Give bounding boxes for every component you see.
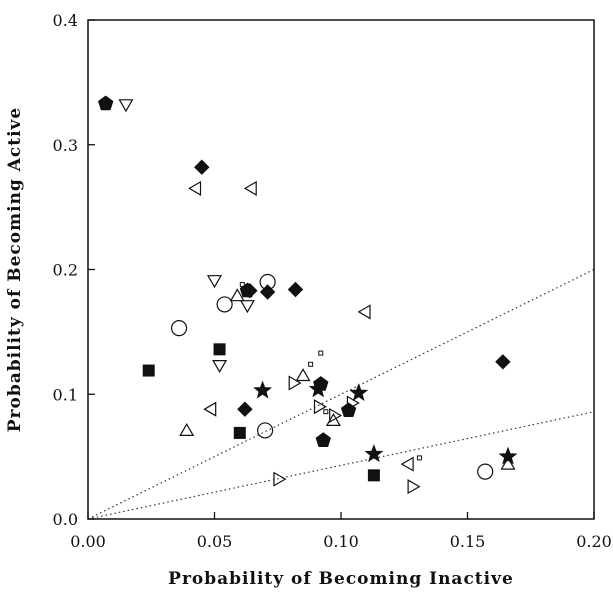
data-point-open-triangle-down xyxy=(212,360,228,373)
data-point-open-triangle-up xyxy=(295,368,311,382)
data-point-filled-star xyxy=(349,383,369,402)
data-point-open-triangle-right xyxy=(329,407,343,424)
data-point-open-triangle-up xyxy=(500,456,516,470)
x-axis-title: Probability of Becoming Inactive xyxy=(168,569,514,589)
x-tick-label: 0.05 xyxy=(197,532,233,551)
x-axis-ticks: 0.00 0.05 0.10 0.15 0.20 xyxy=(70,512,612,551)
data-point-filled-star xyxy=(498,446,518,465)
data-point-filled-diamond xyxy=(194,159,210,175)
data-points xyxy=(98,95,518,495)
data-point-filled-pentagon xyxy=(340,402,357,417)
y-tick-label: 0.2 xyxy=(53,261,78,280)
x-tick-label: 0.20 xyxy=(576,532,612,551)
data-point-small-open-square xyxy=(416,455,422,461)
data-point-open-triangle-left xyxy=(400,456,414,472)
data-point-filled-diamond xyxy=(242,282,258,299)
y-axis-title: Probability of Becoming Active xyxy=(5,107,25,433)
data-point-filled-square xyxy=(213,343,226,356)
data-point-filled-pentagon xyxy=(98,95,114,111)
data-point-filled-diamond xyxy=(237,401,253,417)
x-tick-label: 0.00 xyxy=(70,532,106,551)
data-point-open-triangle-left xyxy=(243,180,257,196)
data-point-open-triangle-up xyxy=(179,423,195,436)
data-point-open-circle xyxy=(216,296,233,313)
data-point-filled-star xyxy=(253,380,273,399)
x-tick-label: 0.15 xyxy=(450,532,486,551)
data-point-open-triangle-up xyxy=(229,288,245,302)
data-point-small-open-square xyxy=(308,361,314,367)
data-point-open-triangle-left xyxy=(357,304,371,320)
data-point-open-circle xyxy=(477,463,494,480)
data-point-open-triangle-left xyxy=(188,180,202,196)
data-point-open-triangle-left xyxy=(203,401,217,417)
data-point-filled-square xyxy=(367,469,380,482)
y-tick-label: 0.0 xyxy=(53,510,78,529)
data-point-filled-square xyxy=(142,364,155,377)
y-axis-ticks: 0.0 0.1 0.2 0.3 0.4 xyxy=(53,11,95,529)
data-point-open-circle xyxy=(257,422,274,439)
y-tick-label: 0.1 xyxy=(53,385,78,404)
data-point-small-open-square xyxy=(323,409,329,415)
data-point-filled-diamond xyxy=(287,281,304,298)
data-point-open-triangle-right xyxy=(273,471,287,487)
data-point-filled-pentagon xyxy=(315,432,331,447)
data-point-open-circle xyxy=(259,273,276,291)
data-point-filled-square xyxy=(233,426,246,439)
data-point-filled-star xyxy=(364,444,384,463)
data-point-small-open-square xyxy=(318,350,324,356)
data-point-filled-star xyxy=(308,379,328,398)
data-point-open-triangle-right xyxy=(346,395,360,411)
data-point-open-triangle-down xyxy=(118,99,134,113)
data-point-open-triangle-down xyxy=(206,275,223,289)
y-tick-label: 0.3 xyxy=(53,136,78,155)
data-point-open-circle xyxy=(170,320,188,337)
data-point-small-open-square xyxy=(239,281,245,287)
plot-frame xyxy=(87,19,595,520)
data-point-open-triangle-right xyxy=(407,479,421,495)
data-point-open-triangle-down xyxy=(239,300,255,314)
data-point-open-triangle-right xyxy=(313,399,327,415)
data-point-filled-diamond xyxy=(495,354,511,370)
reference-line xyxy=(87,411,595,520)
reference-lines xyxy=(87,268,595,520)
y-tick-label: 0.4 xyxy=(53,11,78,30)
data-point-open-triangle-right xyxy=(288,375,302,391)
reference-line xyxy=(87,268,595,520)
x-tick-label: 0.10 xyxy=(323,532,359,551)
